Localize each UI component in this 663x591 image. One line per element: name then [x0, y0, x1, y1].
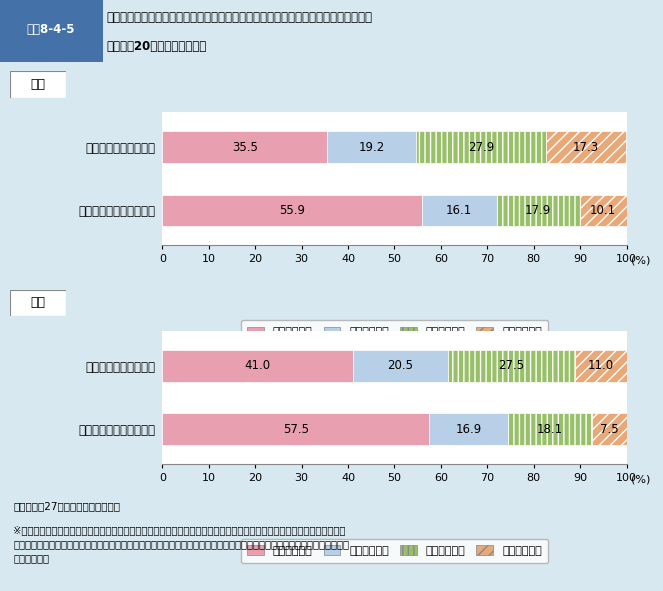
- Text: 女性: 女性: [30, 297, 46, 309]
- Legend: ほとんど毎日, 週に４～５日, 週に２～３日, ほとんどない: ほとんど毎日, 週に４～５日, 週に２～３日, ほとんどない: [241, 320, 548, 344]
- Bar: [162, 194, 422, 226]
- Text: 41.0: 41.0: [245, 359, 271, 372]
- Bar: [591, 413, 627, 445]
- Text: ※外食及び持ち帰りの弁当・惣菜を「定期的に利用している者」とは、外食又は持ち帰り弁当・惣菜のいずれかの利用頻度
　が週２回以上の者、「ほとんど利用していない者」: ※外食及び持ち帰りの弁当・惣菜を「定期的に利用している者」とは、外食又は持ち帰り…: [13, 525, 349, 563]
- Text: 18.1: 18.1: [536, 423, 563, 436]
- Bar: [328, 131, 416, 163]
- Bar: [422, 194, 497, 226]
- Text: 55.9: 55.9: [279, 204, 305, 217]
- Bar: [448, 350, 575, 382]
- Text: 57.5: 57.5: [283, 423, 309, 436]
- Text: 外食及び持ち帰りの弁当・惣菜の利用頻度別、主食・主菜・副菜を組み合わせた食事: 外食及び持ち帰りの弁当・惣菜の利用頻度別、主食・主菜・副菜を組み合わせた食事: [106, 11, 372, 24]
- Text: 11.0: 11.0: [588, 359, 614, 372]
- Legend: ほとんど毎日, 週に４～５日, 週に２～３日, ほとんどない: ほとんど毎日, 週に４～５日, 週に２～３日, ほとんどない: [241, 538, 548, 563]
- Text: 27.9: 27.9: [468, 141, 494, 154]
- Text: 男性: 男性: [30, 78, 46, 90]
- Bar: [575, 350, 627, 382]
- Text: 16.1: 16.1: [446, 204, 472, 217]
- Text: 20.5: 20.5: [387, 359, 413, 372]
- Text: (%): (%): [631, 475, 650, 485]
- Bar: [162, 131, 328, 163]
- Text: 出典：平成27年国民健康・栄養調査: 出典：平成27年国民健康・栄養調査: [13, 501, 120, 511]
- Bar: [497, 194, 579, 226]
- Text: 17.9: 17.9: [525, 204, 551, 217]
- Text: 17.3: 17.3: [573, 141, 599, 154]
- Bar: [353, 350, 448, 382]
- Text: 35.5: 35.5: [232, 141, 258, 154]
- Bar: [416, 131, 546, 163]
- Text: 16.9: 16.9: [455, 423, 481, 436]
- Text: 27.5: 27.5: [499, 359, 524, 372]
- Bar: [579, 194, 627, 226]
- Bar: [546, 131, 626, 163]
- Text: 10.1: 10.1: [590, 204, 616, 217]
- Text: 19.2: 19.2: [359, 141, 385, 154]
- Text: 7.5: 7.5: [600, 423, 619, 436]
- Bar: [162, 350, 353, 382]
- Bar: [162, 413, 430, 445]
- Bar: [508, 413, 591, 445]
- Text: (%): (%): [631, 256, 650, 266]
- Bar: [430, 413, 508, 445]
- Bar: [0, 0, 103, 62]
- Text: 図表8-4-5: 図表8-4-5: [27, 23, 76, 36]
- Text: の頻度（20歳以上、男女別）: の頻度（20歳以上、男女別）: [106, 40, 206, 53]
